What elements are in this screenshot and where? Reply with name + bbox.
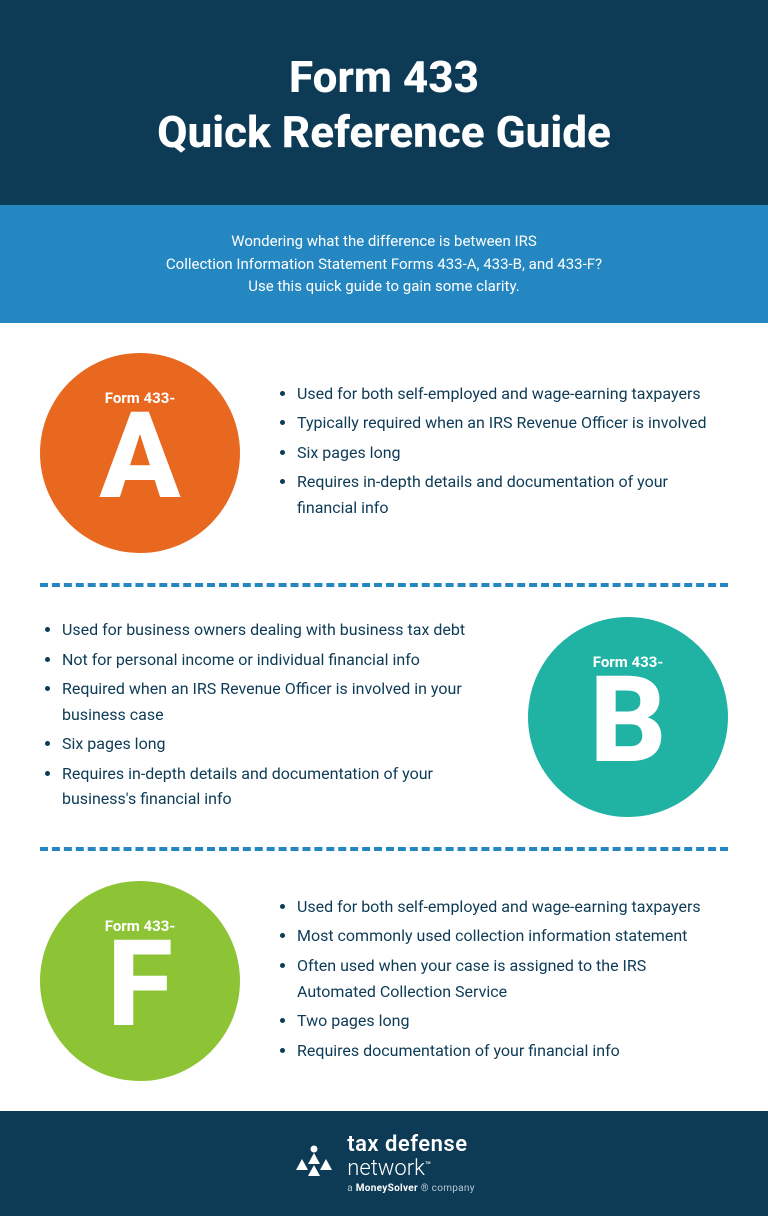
subheader: Wondering what the difference is between… — [0, 205, 768, 323]
header: Form 433 Quick Reference Guide — [0, 0, 768, 205]
bullets-a: Used for both self-employed and wage-ear… — [275, 381, 728, 525]
list-item: Not for personal income or individual fi… — [62, 647, 493, 673]
circle-b-letter: B — [589, 661, 666, 781]
subheader-line-2: Collection Information Statement Forms 4… — [60, 253, 708, 276]
list-item: Most commonly used collection informatio… — [297, 923, 728, 949]
circle-a-letter: A — [99, 397, 180, 517]
circle-f: Form 433- F — [40, 881, 240, 1081]
brand-bottom: network — [347, 1156, 425, 1181]
footer-text: tax defense network™ a MoneySolver ® com… — [347, 1133, 475, 1194]
footer: tax defense network™ a MoneySolver ® com… — [0, 1111, 768, 1216]
list-item: Two pages long — [297, 1008, 728, 1034]
bullets-f-list: Used for both self-employed and wage-ear… — [275, 894, 728, 1064]
tagline-bold: MoneySolver — [356, 1183, 418, 1194]
list-item: Typically required when an IRS Revenue O… — [297, 410, 728, 436]
section-form-a: Form 433- A Used for both self-employed … — [0, 323, 768, 583]
tagline: a MoneySolver ® company — [347, 1183, 475, 1194]
bullets-a-list: Used for both self-employed and wage-ear… — [275, 381, 728, 521]
tagline-suffix: ® company — [418, 1183, 475, 1194]
list-item: Six pages long — [62, 731, 493, 757]
circle-b: Form 433- B — [528, 617, 728, 817]
list-item: Often used when your case is assigned to… — [297, 953, 728, 1004]
bullets-f: Used for both self-employed and wage-ear… — [275, 894, 728, 1068]
brand-name: tax defense network™ — [347, 1133, 475, 1181]
brand-logo-icon — [293, 1142, 335, 1184]
circle-f-letter: F — [107, 925, 173, 1045]
title-line-1: Form 433 — [289, 51, 479, 103]
list-item: Used for business owners dealing with bu… — [62, 617, 493, 643]
list-item: Requires documentation of your financial… — [297, 1038, 728, 1064]
list-item: Six pages long — [297, 440, 728, 466]
subheader-line-1: Wondering what the difference is between… — [60, 230, 708, 253]
list-item: Requires in-depth details and documentat… — [297, 469, 728, 520]
bullets-b-list: Used for business owners dealing with bu… — [40, 617, 493, 812]
section-form-b: Form 433- B Used for business owners dea… — [0, 587, 768, 847]
list-item: Requires in-depth details and documentat… — [62, 761, 493, 812]
page-title: Form 433 Quick Reference Guide — [30, 50, 738, 160]
title-line-2: Quick Reference Guide — [157, 106, 611, 158]
brand-top: tax defense — [347, 1132, 467, 1157]
tagline-prefix: a — [347, 1183, 356, 1194]
list-item: Used for both self-employed and wage-ear… — [297, 894, 728, 920]
section-form-f: Form 433- F Used for both self-employed … — [0, 851, 768, 1111]
list-item: Required when an IRS Revenue Officer is … — [62, 676, 493, 727]
subheader-line-3: Use this quick guide to gain some clarit… — [60, 275, 708, 298]
list-item: Used for both self-employed and wage-ear… — [297, 381, 728, 407]
circle-a: Form 433- A — [40, 353, 240, 553]
bullets-b: Used for business owners dealing with bu… — [40, 617, 493, 816]
